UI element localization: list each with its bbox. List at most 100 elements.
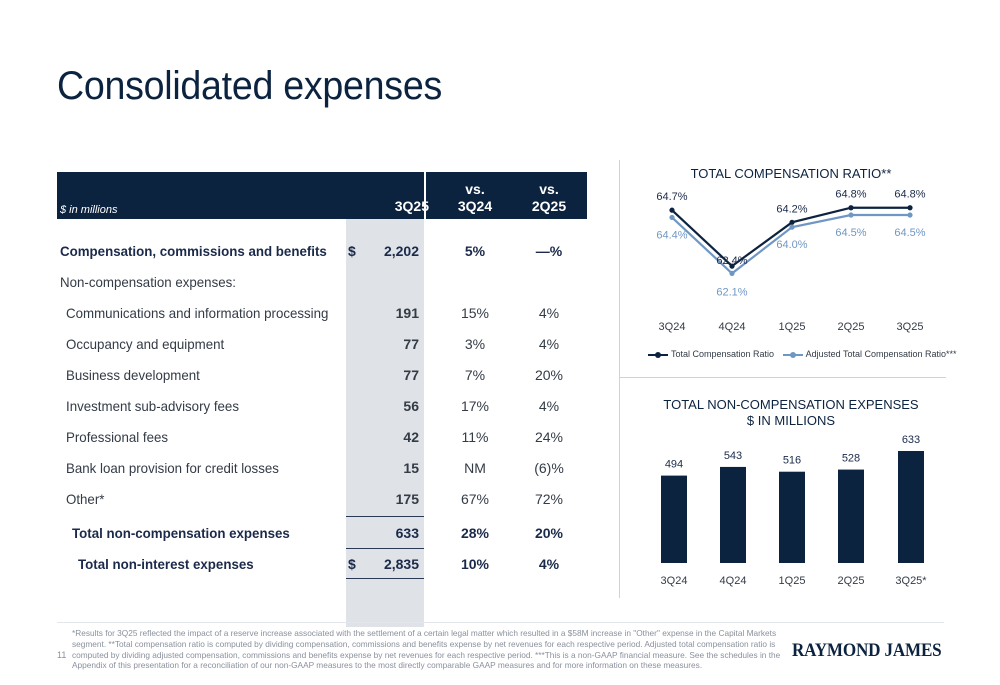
- x-tick-label: 3Q24: [661, 575, 688, 587]
- value-3q25: 15: [403, 460, 419, 476]
- table-row: Communications and information processin…: [57, 298, 587, 329]
- footnote: *Results for 3Q25 reflected the impact o…: [72, 628, 781, 671]
- units-label: $ in millions: [60, 204, 118, 216]
- column-header-3q25: 3Q25: [394, 198, 429, 214]
- row-label: Compensation, commissions and benefits: [60, 243, 327, 259]
- bar: [779, 471, 805, 563]
- series-point: [789, 219, 795, 225]
- x-tick-label: 2Q25: [838, 575, 865, 587]
- series-point: [789, 224, 795, 230]
- value-3q25: 77: [403, 336, 419, 352]
- column-header-vs-2q25: vs. 2Q25: [531, 181, 567, 214]
- x-tick-label: 1Q25: [779, 321, 806, 333]
- x-tick-label: 4Q24: [719, 321, 746, 333]
- x-tick-label: 3Q24: [659, 321, 686, 333]
- bar: [898, 451, 924, 563]
- change-vs-3q24: 15%: [460, 305, 490, 321]
- subtotal-rule: [346, 516, 424, 517]
- row-label: Total non-compensation expenses: [72, 525, 290, 541]
- series-point: [669, 214, 675, 221]
- change-vs-3q24: 7%: [464, 367, 486, 383]
- current-quarter-shading: [346, 219, 424, 627]
- table-row: Professional fees 42 11% 24%: [57, 422, 587, 453]
- series-point: [729, 270, 735, 277]
- data-label-adjusted: 64.0%: [776, 239, 807, 251]
- value-3q25: 175: [395, 491, 419, 507]
- change-vs-2q25: (6)%: [534, 460, 564, 476]
- raymond-james-logo: RAYMOND JAMES: [792, 640, 942, 661]
- legend-label-total: Total Compensation Ratio: [671, 349, 775, 359]
- row-label: Communications and information processin…: [66, 305, 329, 321]
- data-label-total: 64.2%: [776, 203, 807, 215]
- series-point: [907, 205, 913, 211]
- row-label: Other*: [66, 491, 105, 507]
- change-vs-2q25: 4%: [538, 305, 560, 321]
- legend-item-adjusted: Adjusted Total Compensation Ratio***: [782, 349, 957, 359]
- series-point: [848, 212, 854, 218]
- table-row: Bank loan provision for credit losses 15 N…: [57, 453, 587, 484]
- legend-swatch-adjusted: [782, 351, 803, 358]
- column-header-vs-3q24: vs. 3Q24: [457, 181, 493, 214]
- table-header: $ in millions 3Q25 vs. 3Q24 vs. 2Q25: [57, 172, 587, 219]
- table-row: Business development 77 7% 20%: [57, 360, 587, 391]
- x-tick-label: 4Q24: [720, 575, 747, 587]
- change-vs-2q25: 20%: [534, 525, 564, 541]
- change-vs-2q25: 20%: [534, 367, 564, 383]
- series-point: [669, 207, 675, 213]
- x-tick-label: 3Q25: [897, 321, 924, 333]
- total-underline: [346, 578, 424, 579]
- series-point: [907, 212, 913, 218]
- comp-ratio-legend: Total Compensation Ratio Adjusted Total …: [648, 349, 963, 359]
- x-tick-label: 1Q25: [779, 575, 806, 587]
- legend-label-adjusted: Adjusted Total Compensation Ratio***: [805, 349, 957, 359]
- table-row: Occupancy and equipment 77 3% 4%: [57, 329, 587, 360]
- legend-swatch-total: [648, 351, 668, 358]
- change-vs-3q24: 17%: [460, 398, 490, 414]
- row-label: Bank loan provision for credit losses: [66, 460, 279, 476]
- currency-symbol: $: [348, 556, 356, 572]
- row-label: Occupancy and equipment: [66, 336, 225, 352]
- total-rule: [346, 548, 424, 549]
- table-row: Investment sub-advisory fees 56 17% 4%: [57, 391, 587, 422]
- row-label: Investment sub-advisory fees: [66, 398, 239, 414]
- series-line-0: [671, 206, 910, 268]
- change-vs-3q24: NM: [464, 460, 486, 476]
- legend-item-total: Total Compensation Ratio: [648, 349, 774, 359]
- change-vs-2q25: 4%: [538, 398, 560, 414]
- comp-ratio-line-chart: 64.7% 62.4% 64.2% 64.8% 64.8% 64.4% 62.1% 64.0%…: [656, 189, 925, 333]
- row-label: Professional fees: [66, 429, 169, 445]
- bar-value-label: 494: [665, 459, 683, 471]
- panel-divider: [619, 160, 620, 598]
- noncomp-bar-chart: 494 543 516 528 633 3Q24 4Q24 1Q25 2Q25 3Q25*: [661, 434, 928, 587]
- chart-divider: [619, 377, 946, 378]
- series-point: [848, 205, 854, 211]
- row-label: Total non-interest expenses: [78, 556, 254, 572]
- bar: [838, 469, 864, 563]
- bar-value-label: 516: [783, 455, 801, 467]
- change-vs-2q25: 24%: [534, 429, 564, 445]
- value-3q25: 77: [403, 367, 419, 383]
- data-label-adjusted: 62.1%: [716, 286, 747, 298]
- bar: [720, 466, 746, 563]
- bar-value-label: 633: [902, 434, 920, 446]
- currency-symbol: $: [348, 243, 356, 259]
- change-vs-3q24: 28%: [460, 525, 490, 541]
- row-label: Business development: [66, 367, 200, 383]
- table-row: Compensation, commissions and benefits $2…: [57, 236, 587, 267]
- noncomp-chart-title: TOTAL NON-COMPENSATION EXPENSES $ IN MILL…: [663, 397, 919, 428]
- header-separator: [424, 172, 426, 219]
- x-tick-label: 2Q25: [838, 321, 865, 333]
- data-label-total: 62.4%: [716, 255, 747, 267]
- value-3q25: 56: [403, 398, 419, 414]
- series-point: [729, 263, 735, 269]
- table-row: Non-compensation expenses:: [57, 267, 587, 298]
- change-vs-3q24: 5%: [464, 243, 486, 259]
- change-vs-3q24: 11%: [461, 429, 489, 445]
- change-vs-2q25: 72%: [534, 491, 564, 507]
- x-tick-label: 3Q25*: [895, 575, 927, 587]
- table-row: Total non-interest expenses $2,835 10% 4%: [57, 549, 587, 580]
- table-row: Total non-compensation expenses 633 28% 20%: [57, 518, 587, 549]
- data-label-adjusted: 64.5%: [894, 227, 925, 239]
- change-vs-3q24: 10%: [460, 556, 490, 572]
- value-3q25: 2,202: [383, 243, 419, 259]
